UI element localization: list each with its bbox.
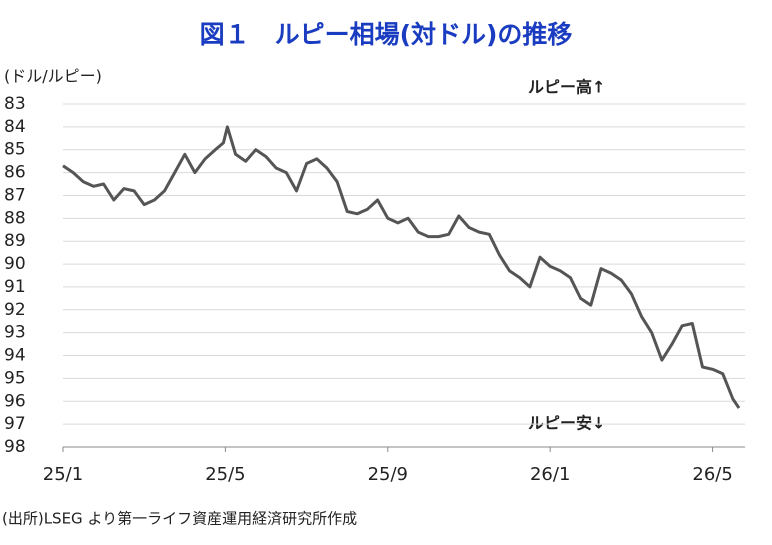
y-axis-label: (ドル/ルピー) (4, 67, 102, 86)
y-tick-label: 97 (4, 414, 26, 434)
y-tick-label: 94 (4, 346, 26, 366)
y-tick-label: 83 (4, 94, 26, 114)
annotation: ルピー高↑ (528, 78, 605, 97)
y-tick-label: 88 (4, 208, 26, 228)
y-tick-label: 87 (4, 185, 26, 205)
y-tick-label: 90 (4, 254, 26, 274)
x-tick-label: 25/9 (368, 464, 408, 485)
y-tick-label: 85 (4, 140, 26, 160)
x-tick-label: 25/5 (205, 464, 245, 485)
y-tick-label: 86 (4, 163, 26, 183)
annotation: ルピー安↓ (528, 414, 605, 433)
x-tick-label: 25/1 (43, 464, 83, 485)
y-tick-label: 98 (4, 437, 26, 457)
y-tick-label: 95 (4, 368, 26, 388)
chart-title: 図１ ルピー相場(対ドル)の推移 (200, 20, 573, 49)
y-tick-label: 84 (4, 117, 26, 137)
source-note: (出所)LSEG より第一ライフ資産運用経済研究所作成 (2, 510, 357, 528)
y-tick-label: 96 (4, 391, 26, 411)
x-tick-label: 26/1 (530, 464, 570, 485)
y-tick-label: 93 (4, 323, 26, 343)
y-tick-label: 91 (4, 277, 26, 297)
y-tick-label: 89 (4, 231, 26, 251)
series-line (62, 125, 741, 409)
y-tick-label: 92 (4, 300, 26, 320)
x-tick-label: 26/5 (692, 464, 732, 485)
